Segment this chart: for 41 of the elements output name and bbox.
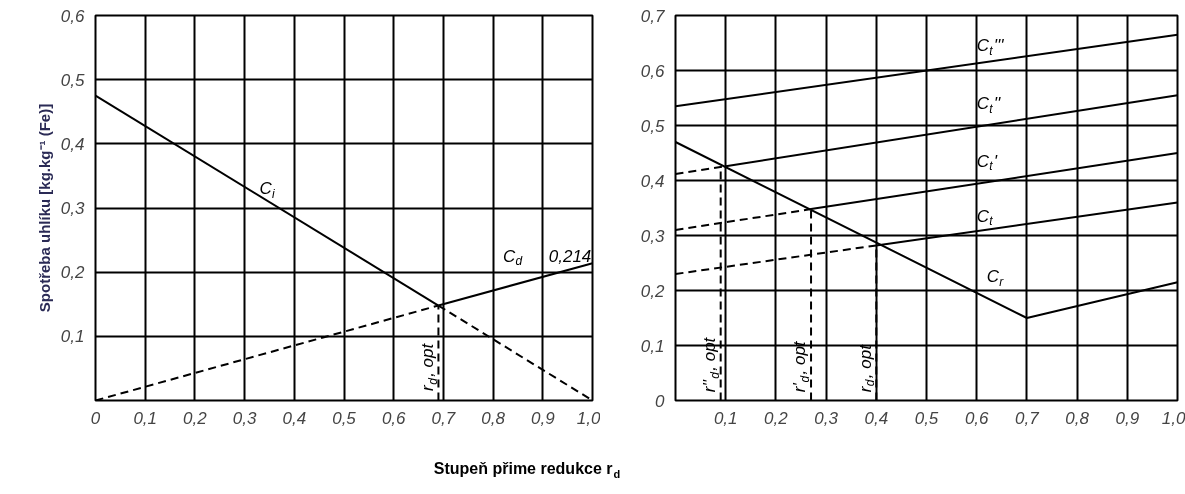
x-tick-label: 1,0 <box>576 408 602 428</box>
x-tick-label: 1,0 <box>1161 408 1185 428</box>
y-tick-label: 0,4 <box>60 134 85 154</box>
y-axis-title: Spotřeba uhlíku [kg.kg⁻¹ (Fe)] <box>35 103 53 313</box>
y-tick-label: 0,5 <box>640 116 666 136</box>
y-tick-label: 0,5 <box>60 70 86 90</box>
x-tick-label: 0,9 <box>530 408 556 428</box>
x-tick-label: 0,4 <box>864 408 889 428</box>
x-tick-label: 0,5 <box>332 408 357 428</box>
x-tick-label: 0,7 <box>1015 408 1040 428</box>
annotation: r'd, opt <box>790 340 813 393</box>
x-tick-label: 0,6 <box>381 408 407 428</box>
annotation: r''d, opt <box>700 336 722 393</box>
y-tick-label: 0,7 <box>640 6 666 26</box>
x-tick-label: 0,7 <box>431 408 456 428</box>
x-tick-label: 0,4 <box>282 408 307 428</box>
y-tick-label: 0,1 <box>640 336 665 356</box>
y-tick-label: 0,6 <box>60 6 86 26</box>
x-tick-label: 0,3 <box>814 408 839 428</box>
x-tick-label: 0 <box>90 408 101 428</box>
annotation: rd, opt <box>418 342 440 391</box>
x-tick-label: 0,2 <box>764 408 789 428</box>
x-tick-label: 0,2 <box>183 408 208 428</box>
annotation: 0,214 <box>548 247 592 267</box>
x-tick-label: 0,9 <box>1115 408 1140 428</box>
y-tick-label: 0 <box>655 391 666 411</box>
y-tick-label: 0,2 <box>60 263 86 283</box>
x-tick-label: 0,8 <box>1065 408 1090 428</box>
annotation: rd, opt <box>855 343 878 393</box>
y-tick-label: 0,3 <box>640 226 666 246</box>
x-tick-label: 0,6 <box>964 408 990 428</box>
x-tick-label: 0,1 <box>713 408 738 428</box>
y-tick-label: 0,2 <box>640 281 666 301</box>
x-tick-label: 0,8 <box>481 408 506 428</box>
x-tick-label: 0,5 <box>914 408 939 428</box>
y-tick-label: 0,6 <box>640 61 666 81</box>
x-tick-label: 0,1 <box>133 408 158 428</box>
y-tick-label: 0,4 <box>640 171 665 191</box>
y-tick-label: 0,1 <box>60 327 85 347</box>
y-tick-label: 0,3 <box>60 199 86 218</box>
x-tick-label: 0,3 <box>232 408 257 428</box>
